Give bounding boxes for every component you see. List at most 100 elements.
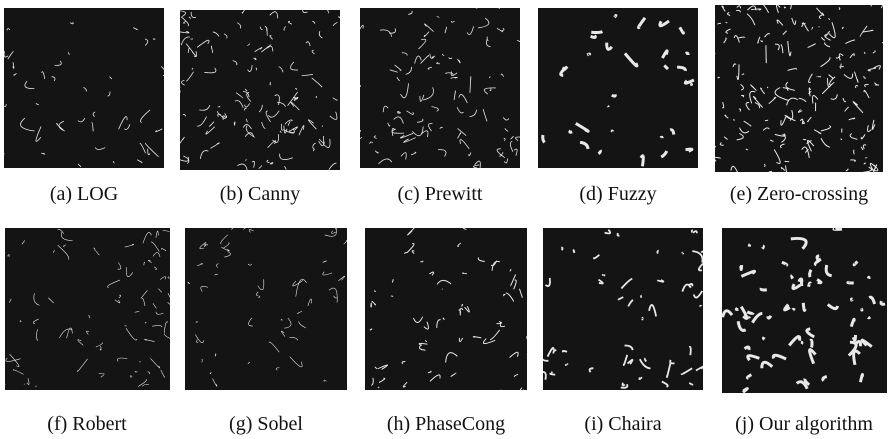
edge <box>259 165 262 168</box>
edge <box>306 42 310 46</box>
edge <box>685 80 694 83</box>
edge <box>850 54 854 58</box>
edge <box>746 103 749 111</box>
edge <box>490 330 500 340</box>
edge <box>803 303 805 311</box>
edge <box>235 100 243 107</box>
edge <box>598 280 602 284</box>
edge <box>437 280 451 284</box>
edge <box>279 67 283 73</box>
edge <box>374 136 376 139</box>
edge <box>809 283 811 287</box>
edge <box>424 24 433 32</box>
edge <box>814 130 821 134</box>
edge <box>851 319 854 326</box>
edge <box>338 276 344 281</box>
edge <box>810 270 811 277</box>
edge <box>726 29 731 33</box>
edge <box>783 31 787 35</box>
result-image <box>5 228 170 390</box>
edge <box>715 157 721 161</box>
edge <box>802 23 804 27</box>
edge <box>785 305 790 310</box>
edge <box>115 300 120 303</box>
edge <box>865 158 866 159</box>
edge <box>140 110 150 123</box>
edge <box>94 248 99 255</box>
edge <box>510 352 519 357</box>
edge <box>411 152 416 155</box>
edge <box>860 375 862 383</box>
edge <box>9 299 11 303</box>
edge <box>747 375 751 379</box>
edge <box>864 76 866 78</box>
edge <box>497 149 505 158</box>
edge <box>13 62 14 68</box>
edge <box>141 290 147 298</box>
edge <box>20 320 21 321</box>
edge <box>752 314 762 323</box>
edge <box>180 11 186 17</box>
edge <box>153 304 156 309</box>
edge <box>308 299 312 306</box>
edge <box>36 329 38 340</box>
edge <box>457 107 463 113</box>
edge <box>478 18 489 28</box>
edge <box>828 19 829 20</box>
edge <box>339 16 340 18</box>
edge <box>285 120 290 125</box>
edge <box>761 88 765 94</box>
edge <box>498 8 499 9</box>
edge <box>768 316 771 318</box>
edge <box>183 21 185 23</box>
edge <box>417 119 423 122</box>
edge <box>514 280 517 289</box>
edge <box>290 337 299 340</box>
edge <box>641 156 643 166</box>
edge <box>682 368 693 374</box>
edge <box>117 358 127 361</box>
edge <box>148 372 150 374</box>
edge <box>510 141 513 151</box>
edge <box>882 37 883 44</box>
edge <box>622 383 624 386</box>
edge <box>424 32 429 37</box>
edge <box>682 253 683 254</box>
edge <box>281 124 282 131</box>
edge <box>429 272 433 275</box>
edge <box>718 23 721 24</box>
edge <box>270 12 278 19</box>
edge <box>829 22 835 37</box>
edge <box>290 62 298 70</box>
edge <box>504 158 507 163</box>
edge <box>153 38 155 39</box>
edge <box>737 6 741 9</box>
edge <box>210 143 219 149</box>
edge <box>657 280 663 282</box>
edge <box>861 308 862 310</box>
edge <box>126 267 132 276</box>
edge <box>244 228 246 230</box>
edge <box>213 379 217 387</box>
edge <box>506 293 514 301</box>
edge <box>280 131 281 133</box>
edge <box>130 376 132 378</box>
edge <box>784 7 785 8</box>
edge <box>747 14 755 25</box>
edge <box>753 96 762 107</box>
edge <box>77 359 87 372</box>
edge <box>223 243 229 248</box>
edge <box>217 264 219 268</box>
edge <box>670 360 674 364</box>
edge <box>215 353 216 356</box>
edge <box>395 65 401 71</box>
edge <box>844 74 853 79</box>
edge <box>64 245 66 247</box>
edge <box>868 68 876 71</box>
edge <box>34 293 40 305</box>
edge <box>680 27 684 33</box>
edge <box>197 340 199 343</box>
edge <box>864 90 869 98</box>
edge <box>221 247 229 251</box>
edge <box>218 106 220 107</box>
